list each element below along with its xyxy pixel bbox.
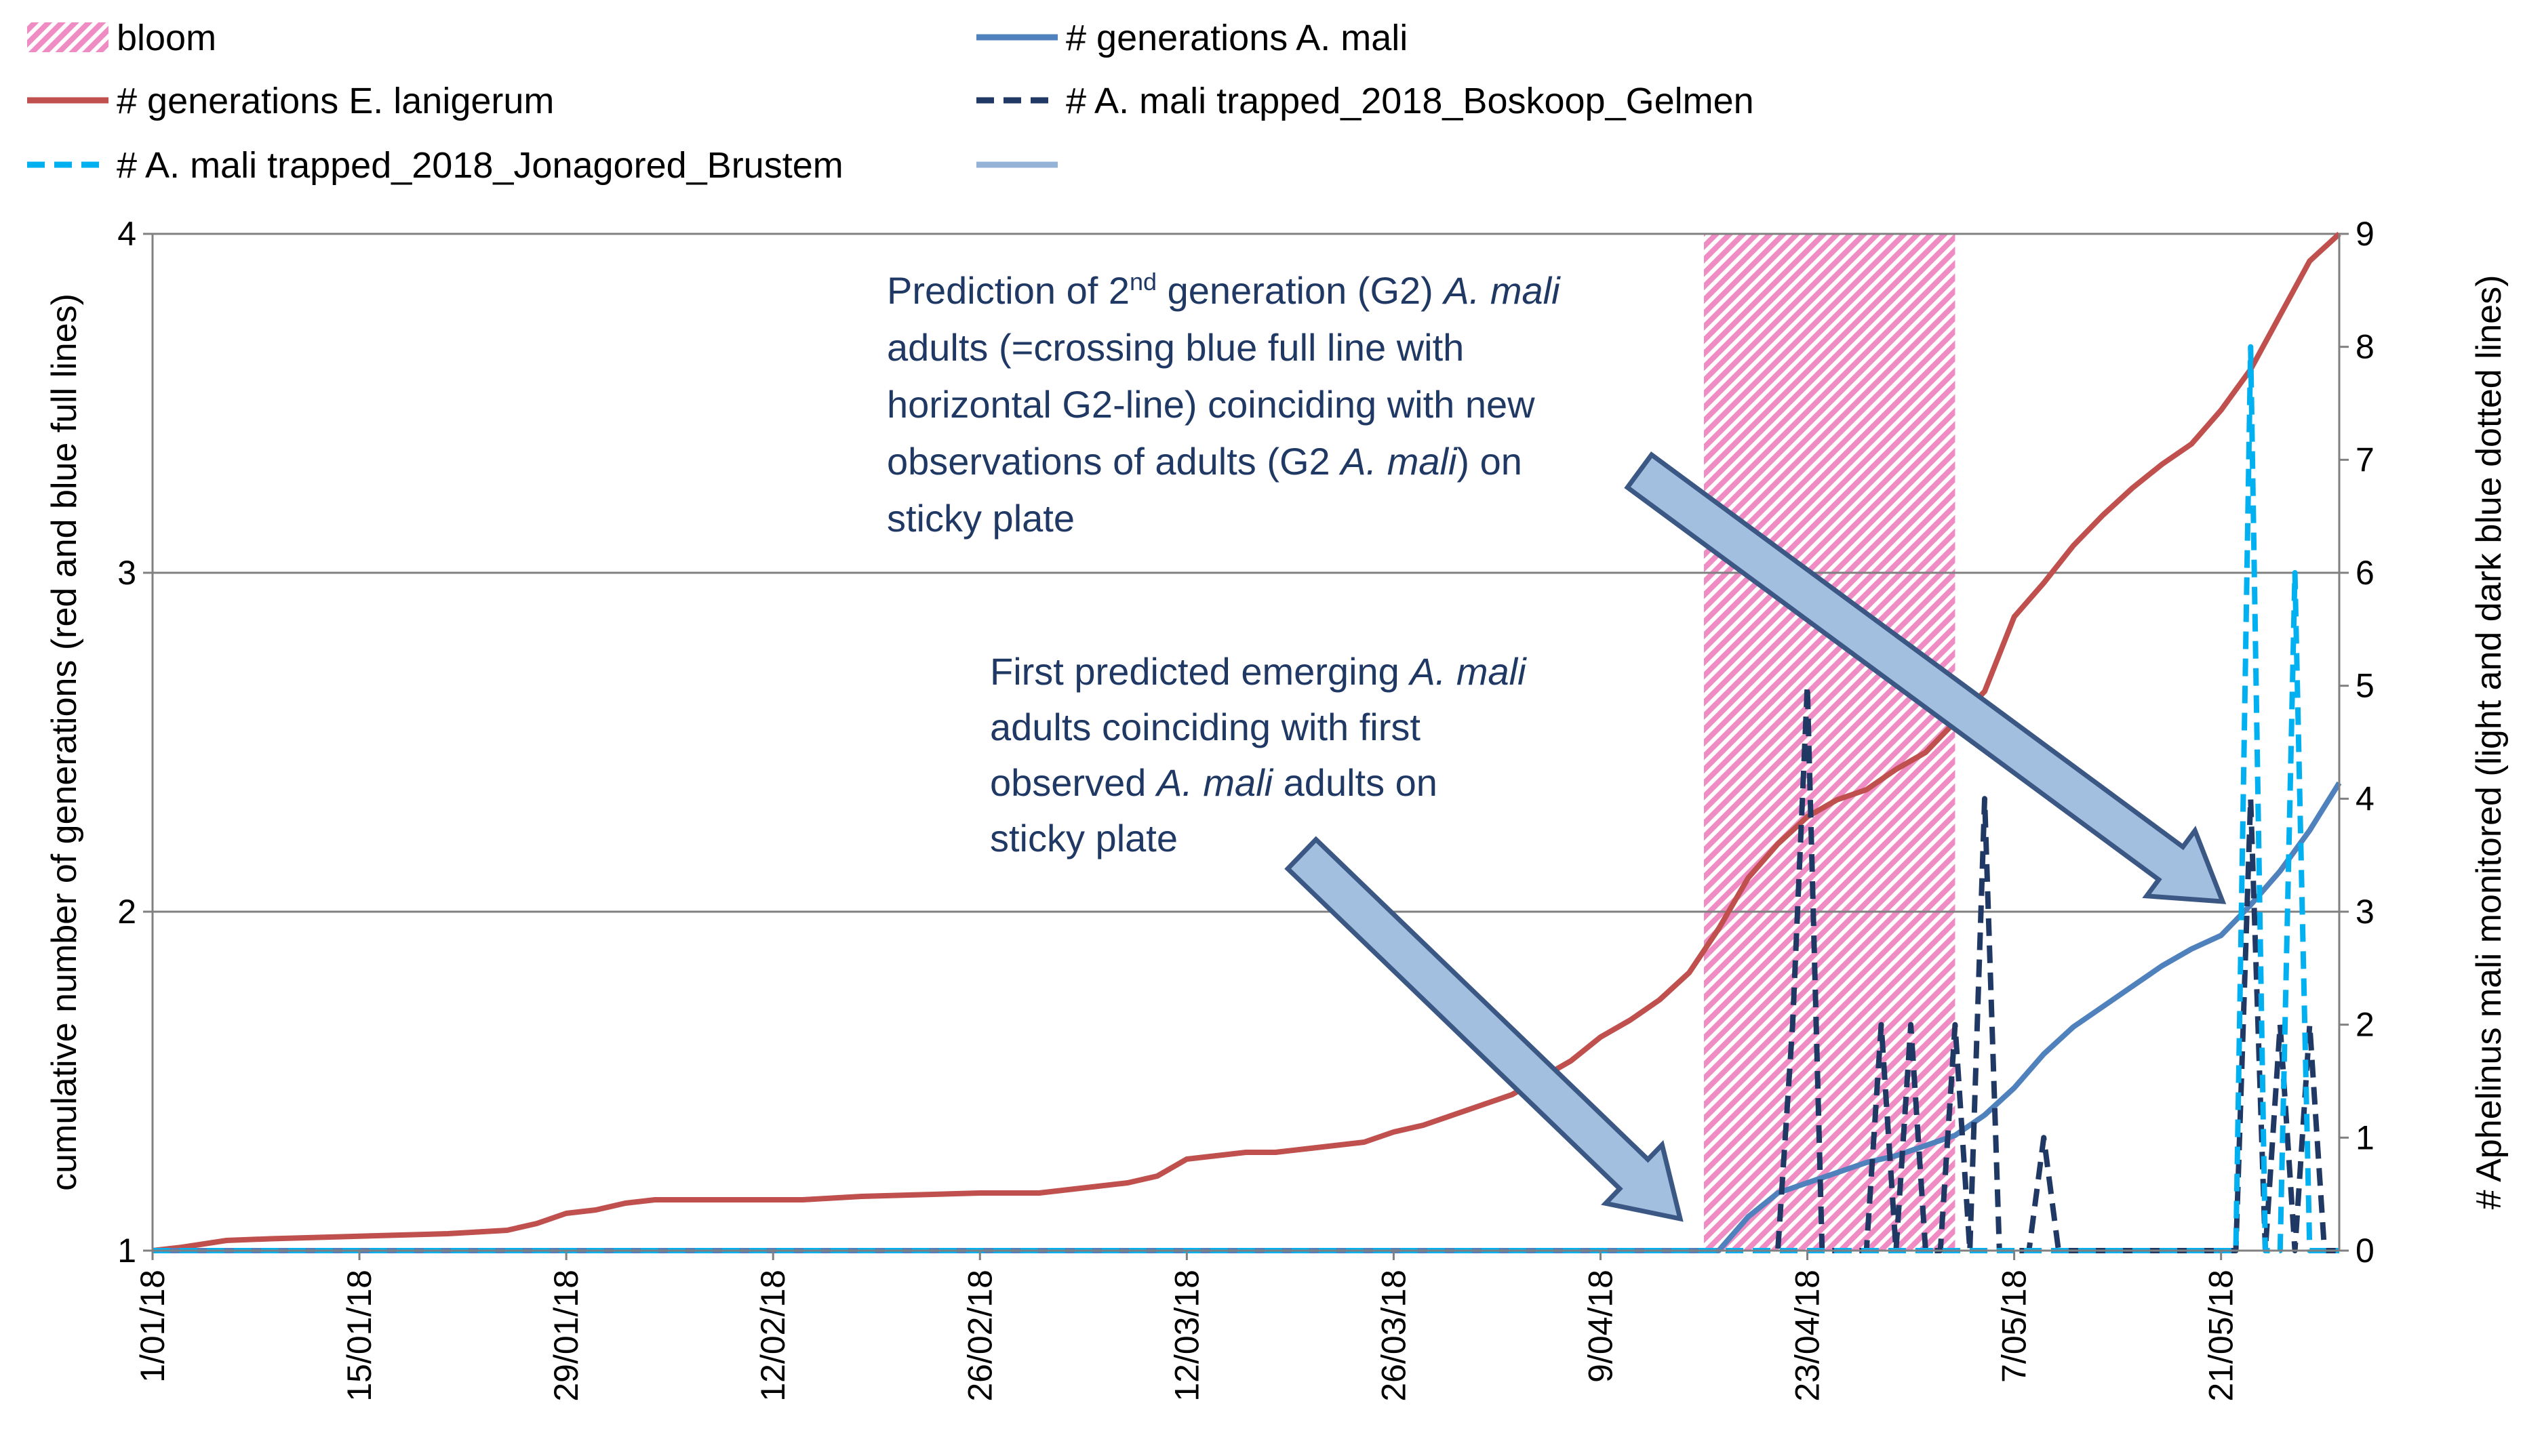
legend-entry: # generations E. lanigerum xyxy=(27,81,554,121)
y-right-tick-label: 4 xyxy=(2356,780,2375,817)
annotation-run: adults (=crossing blue full line with xyxy=(887,326,1464,369)
legend-label: # generations E. lanigerum xyxy=(117,81,554,121)
annotation-line: adults coinciding with first xyxy=(990,706,1421,748)
series-line-2 xyxy=(153,781,2342,1253)
annotation-run: horizontal G2-line) coinciding with new xyxy=(887,383,1535,426)
x-tick-label: 1/01/18 xyxy=(134,1270,172,1383)
annotation-run: Prediction of 2 xyxy=(887,269,1130,312)
legend: bloom # generations A. mali # generations … xyxy=(27,18,1754,186)
y-left-axis-title: cumulative number of generations (red an… xyxy=(45,294,84,1191)
legend-entry: # generations A. mali xyxy=(976,18,1408,58)
x-tick-label: 29/01/18 xyxy=(547,1270,585,1402)
y-right-tick-label: 8 xyxy=(2356,328,2375,366)
legend-entry: bloom xyxy=(27,18,216,58)
annotation-run: nd xyxy=(1130,268,1157,296)
annotation-run: observed xyxy=(990,761,1157,804)
y-left-tick-label: 3 xyxy=(117,554,136,592)
x-tick-label: 7/05/18 xyxy=(1995,1270,2033,1383)
x-tick-label: 26/03/18 xyxy=(1374,1270,1412,1402)
legend-entry: # A. mali trapped_2018_Jonagored_Brustem xyxy=(27,145,843,186)
annotation-run: First predicted emerging xyxy=(990,650,1410,693)
annotation-arrow-first xyxy=(1284,836,1684,1222)
annotation-line: observations of adults (G2 A. mali) on xyxy=(887,440,1522,483)
x-tick-label: 12/03/18 xyxy=(1168,1270,1206,1402)
gridlines xyxy=(153,232,2339,913)
series-line-1 xyxy=(152,232,2341,1253)
x-tick-label: 26/02/18 xyxy=(961,1270,999,1402)
y-right-axis-title: # Aphelinus mali monitored (light and da… xyxy=(2469,275,2509,1210)
annotation-run: A. mali xyxy=(1155,761,1274,804)
annotation-run: adults on xyxy=(1273,761,1437,804)
annotation-arrow-g2 xyxy=(1624,451,2227,904)
y-right-tick-label: 2 xyxy=(2356,1006,2375,1044)
legend-label: bloom xyxy=(117,18,216,58)
axes: 1 2 3 4 0 1 2 3 4 5 6 7 8 9 1/01/18 15/01/18 29/01/18 12/… xyxy=(45,215,2509,1402)
annotation-text-first: First predicted emerging A. mali adults c… xyxy=(990,650,1527,860)
annotation-line: First predicted emerging A. mali xyxy=(990,650,1527,693)
x-tick-label: 12/02/18 xyxy=(754,1270,792,1402)
annotation-run: generation (G2) xyxy=(1157,269,1444,312)
x-tick-label: 9/04/18 xyxy=(1581,1270,1619,1383)
annotation-run: sticky plate xyxy=(990,817,1178,860)
legend-label: # A. mali trapped_2018_Jonagored_Brustem xyxy=(117,145,843,186)
y-right-tick-label: 3 xyxy=(2356,893,2375,931)
annotation-run: A. mali xyxy=(1338,440,1458,483)
annotation-text-g2: Prediction of 2nd generation (G2) A. mal… xyxy=(887,268,1561,540)
annotation-run: adults coinciding with first xyxy=(990,706,1421,748)
legend-swatch-bloom xyxy=(27,22,108,52)
annotation-run: sticky plate xyxy=(887,497,1075,540)
y-right-tick-label: 7 xyxy=(2356,441,2375,479)
y-right-tick-label: 9 xyxy=(2356,215,2375,253)
y-left-tick-label: 1 xyxy=(117,1232,136,1270)
y-left-tick-label: 2 xyxy=(117,893,136,931)
legend-entry: # A. mali trapped_2018_Boskoop_Gelmen xyxy=(976,81,1754,121)
y-right-tick-label: 0 xyxy=(2356,1232,2375,1270)
y-right-tick-label: 6 xyxy=(2356,554,2375,592)
annotation-line: horizontal G2-line) coinciding with new xyxy=(887,383,1535,426)
series-line-3 xyxy=(153,683,2339,1253)
annotation-run: A. mali xyxy=(1408,650,1527,693)
annotation-line: Prediction of 2nd generation (G2) A. mal… xyxy=(887,268,1561,312)
legend-label: # A. mali trapped_2018_Boskoop_Gelmen xyxy=(1066,81,1754,121)
x-tick-label: 21/05/18 xyxy=(2202,1270,2240,1402)
annotation-line: sticky plate xyxy=(887,497,1075,540)
annotations: Prediction of 2nd generation (G2) A. mal… xyxy=(887,268,2227,1222)
annotation-line: adults (=crossing blue full line with xyxy=(887,326,1464,369)
legend-label: # generations A. mali xyxy=(1066,18,1408,58)
y-right-tick-label: 5 xyxy=(2356,667,2375,705)
annotation-line: sticky plate xyxy=(990,817,1178,860)
x-tick-label: 23/04/18 xyxy=(1789,1270,1827,1402)
x-tick-label: 15/01/18 xyxy=(340,1270,378,1402)
y-right-tick-label: 1 xyxy=(2356,1118,2375,1156)
y-left-tick-label: 4 xyxy=(117,215,136,253)
annotation-run: observations of adults (G2 xyxy=(887,440,1340,483)
annotation-run: A. mali xyxy=(1442,269,1561,312)
annotation-run: ) on xyxy=(1456,440,1522,483)
annotation-line: observed A. mali adults on xyxy=(990,761,1437,804)
